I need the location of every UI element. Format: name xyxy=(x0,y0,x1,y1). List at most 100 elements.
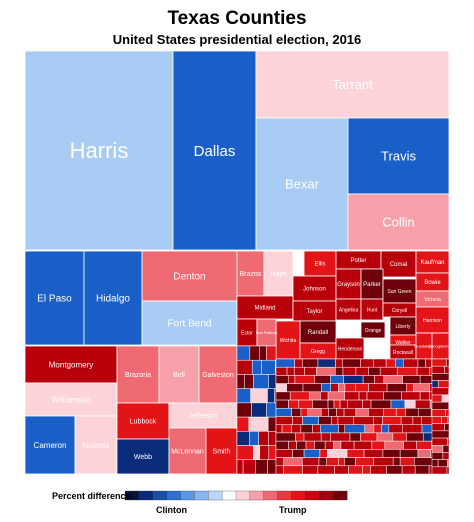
small-county-cell xyxy=(333,399,341,409)
small-county-cell xyxy=(362,375,375,384)
small-county-cell xyxy=(419,375,433,384)
small-county-cell xyxy=(355,457,374,467)
small-county-cell xyxy=(370,399,392,409)
small-county-cell xyxy=(258,431,269,446)
small-county-cell xyxy=(347,399,363,409)
small-county-cell xyxy=(320,408,329,417)
small-county-cell xyxy=(447,437,450,446)
legend-clinton-label: Clinton xyxy=(156,505,187,515)
small-county-cell xyxy=(348,465,363,475)
small-county-cell xyxy=(444,423,450,432)
small-county-cell xyxy=(406,432,424,442)
county-cell-montgomery xyxy=(24,345,118,384)
small-county-cell xyxy=(275,424,283,434)
small-county-cell xyxy=(275,383,287,393)
small-county-cell xyxy=(334,465,349,475)
small-county-cell xyxy=(324,440,334,450)
county-label-lubbock: Lubbock xyxy=(130,418,157,425)
small-county-cell xyxy=(376,432,394,442)
small-county-cell xyxy=(368,366,381,376)
county-label-tarrant: Tarrant xyxy=(332,77,373,92)
small-county-cell xyxy=(316,366,336,376)
small-county-cell xyxy=(343,408,357,417)
county-label-rockwall: Rockwall xyxy=(393,350,413,356)
small-county-cell xyxy=(360,432,378,442)
small-county-cell xyxy=(368,383,388,393)
small-county-cell xyxy=(395,408,407,417)
small-county-cell xyxy=(446,466,450,475)
county-label-harris: Harris xyxy=(70,138,129,163)
small-county-cell xyxy=(362,399,372,409)
county-label-hays: Hays xyxy=(271,271,287,278)
small-county-cell xyxy=(395,358,404,368)
small-county-cell xyxy=(355,366,369,376)
county-cell-travis xyxy=(347,117,450,195)
small-county-cell xyxy=(431,437,448,446)
county-cell-hidalgo xyxy=(83,250,143,346)
county-cell-webb xyxy=(116,438,170,475)
legend-swatch xyxy=(332,490,348,501)
small-county-cell xyxy=(266,402,277,418)
small-county-cell xyxy=(372,416,383,425)
small-county-cell xyxy=(444,365,450,374)
county-label-galveston: Galveston xyxy=(202,372,234,379)
small-county-cell xyxy=(413,457,434,467)
small-county-cell xyxy=(321,383,331,393)
chart-title: Texas Counties xyxy=(167,8,307,29)
small-county-cell xyxy=(431,466,448,475)
small-county-cell xyxy=(446,358,450,367)
small-county-cell xyxy=(415,399,431,409)
small-county-cell xyxy=(431,459,439,468)
small-county-cell xyxy=(320,391,329,401)
county-label-collin: Collin xyxy=(382,215,415,230)
small-county-cell xyxy=(431,373,450,381)
small-county-cell xyxy=(261,359,276,375)
legend-swatch xyxy=(235,490,251,501)
small-county-cell xyxy=(405,408,419,417)
small-county-cell xyxy=(253,374,269,389)
legend-swatch xyxy=(152,490,168,501)
small-county-cell xyxy=(388,424,403,434)
county-label-dallas: Dallas xyxy=(194,143,236,160)
small-county-cell xyxy=(255,459,268,475)
legend-swatch xyxy=(221,490,237,501)
small-county-cell xyxy=(236,388,251,404)
small-county-cell xyxy=(286,366,295,376)
small-county-cell xyxy=(386,465,403,475)
small-county-cell xyxy=(236,445,254,461)
small-county-cell xyxy=(330,432,351,442)
county-label-nacogdoches: Nacogdoches xyxy=(428,343,452,348)
small-county-cell xyxy=(330,383,339,393)
county-label-henderson: Henderson xyxy=(338,346,363,352)
small-county-cell xyxy=(412,416,422,425)
county-label-san-patricio: San Patricio xyxy=(256,330,278,335)
legend-swatches xyxy=(124,490,348,501)
small-county-cell xyxy=(268,431,277,446)
county-label-guadalupe: Guadalupe xyxy=(414,343,434,348)
county-cell-comal xyxy=(380,250,417,278)
small-county-cell xyxy=(298,399,314,409)
small-county-cell xyxy=(236,359,253,375)
county-label-nueces: Nueces xyxy=(82,441,109,450)
treemap-cells: Harris Dallas Tarrant Bexar Travis Collin El P… xyxy=(24,50,453,475)
county-label-walker: Walker xyxy=(395,340,411,346)
small-county-cell xyxy=(373,457,394,467)
small-county-cell xyxy=(309,391,321,401)
small-county-cell xyxy=(314,375,331,384)
small-county-cell xyxy=(400,416,414,425)
small-county-cell xyxy=(402,375,421,384)
small-county-cell xyxy=(333,440,342,450)
county-label-ellis: Ellis xyxy=(314,262,325,268)
small-county-cell xyxy=(382,416,402,425)
small-county-cell xyxy=(431,430,450,439)
small-county-cell xyxy=(312,399,329,409)
county-cell-brazoria xyxy=(116,345,160,404)
small-county-cell xyxy=(379,366,398,376)
small-county-cell xyxy=(355,383,369,393)
small-county-cell xyxy=(275,366,288,376)
small-county-cell xyxy=(320,424,339,434)
small-county-cell xyxy=(392,432,407,442)
small-county-cell xyxy=(303,449,321,458)
county-label-angelina: Angelina xyxy=(339,307,359,313)
county-label-johnson: Johnson xyxy=(303,287,326,293)
